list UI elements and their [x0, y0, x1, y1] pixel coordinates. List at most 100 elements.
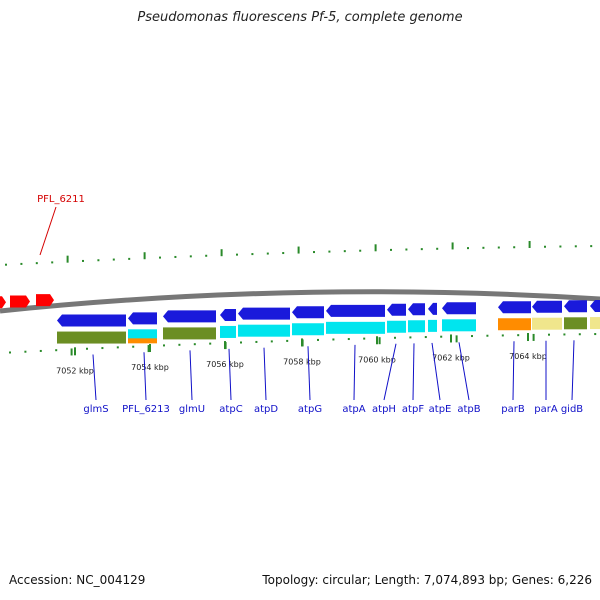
- outer-tick-mark: [343, 250, 346, 253]
- major-tick-mark: [376, 336, 378, 345]
- backbone-group: [0, 289, 600, 314]
- tick-label: 7064 kbp: [509, 352, 547, 361]
- gene-label-PFL_6213: PFL_6213: [122, 404, 170, 415]
- inner-tick-mark: [578, 333, 581, 336]
- outer-tick-mark: [574, 245, 577, 248]
- gene-leader-line: [431, 342, 441, 401]
- inner-tick-mark: [163, 344, 165, 347]
- inner-tick-mark: [270, 340, 273, 343]
- inner-tick-mark: [255, 340, 258, 343]
- reverse-gene-arrow: [326, 304, 385, 317]
- inner-tick-mark: [409, 336, 412, 339]
- outer-tick-mark: [159, 256, 161, 259]
- inner-tick-mark: [240, 341, 242, 344]
- reverse-gene-arrow: [590, 300, 600, 313]
- reverse-gene-arrow: [163, 310, 216, 323]
- major-tick-mark: [450, 334, 452, 343]
- inner-tick-mark: [378, 337, 381, 345]
- reverse-gene-arrow: [498, 301, 531, 314]
- outer-tick-mark: [266, 252, 269, 255]
- tick-label: 7054 kbp: [131, 363, 169, 372]
- outer-tick-mark: [374, 244, 377, 252]
- reverse-gene-arrow: [57, 314, 126, 327]
- inner-tick-mark: [209, 342, 212, 345]
- outer-tick-mark: [544, 245, 546, 248]
- gene-label-atpH: atpH: [372, 404, 396, 415]
- outer-tick-mark: [590, 245, 593, 248]
- gene-label-parA: parA: [534, 404, 558, 415]
- inner-tick-mark: [486, 334, 489, 337]
- cog-block: [163, 327, 216, 340]
- cog-block: [408, 320, 425, 333]
- major-tick-mark: [74, 347, 76, 356]
- outer-tick-mark: [482, 246, 485, 249]
- gene-leader-line: [353, 344, 356, 401]
- gene-leader-line: [228, 348, 232, 401]
- inner-tick-mark: [101, 347, 104, 350]
- reverse-gene-arrow: [128, 312, 157, 325]
- genome-map[interactable]: 7052 kbp 7054 kbp 7056 kbp 7058 kbp 7060 kbp…: [0, 0, 600, 560]
- gene-label-PFL_6211: PFL_6211: [37, 194, 85, 205]
- outer-tick-mark: [112, 258, 115, 261]
- gene-leader-line: [39, 206, 57, 256]
- inner-tick-mark: [39, 349, 42, 352]
- inner-tick-mark: [563, 333, 566, 336]
- accession-text: Accession: NC_004129: [9, 573, 146, 587]
- forward-gene-arrow: [36, 294, 54, 307]
- inner-tick-mark: [55, 349, 58, 352]
- outer-tick-mark: [559, 245, 562, 248]
- outer-tick-mark: [220, 249, 223, 257]
- outer-tick-mark: [359, 249, 362, 252]
- inner-tick-mark: [363, 337, 366, 340]
- reverse-gene-arrow: [238, 307, 290, 320]
- inner-tick-mark: [178, 343, 181, 346]
- gene-label-glmU: glmU: [179, 404, 205, 415]
- outer-tick-mark: [313, 251, 315, 254]
- gene-label-atpE: atpE: [429, 404, 452, 415]
- forward-gene-arrow: [0, 296, 6, 309]
- reverse-gene-arrow: [292, 306, 324, 319]
- inner-tick-mark: [501, 334, 504, 337]
- map-title: Pseudomonas fluorescens Pf-5, complete g…: [137, 10, 463, 25]
- reverse-gene-arrow: [387, 303, 406, 316]
- inner-tick-mark: [147, 345, 150, 353]
- outer-tick-mark: [405, 248, 408, 251]
- genome-stats-text: Topology: circular; Length: 7,074,893 bp…: [262, 573, 592, 587]
- reverse-gene-arrow: [408, 303, 425, 316]
- cog-block: [442, 319, 476, 332]
- gene-label-glmS: glmS: [83, 404, 108, 415]
- gene-label-parB: parB: [501, 404, 525, 415]
- cog-block: [292, 323, 324, 336]
- cog-block: [326, 321, 385, 334]
- forward-gene-track: [0, 294, 54, 309]
- inner-tick-mark: [532, 333, 535, 341]
- outer-tick-mark: [236, 253, 238, 256]
- cog-category-track: [57, 317, 600, 344]
- outer-tick-mark: [282, 252, 285, 255]
- major-tick-mark: [301, 338, 303, 347]
- gene-label-atpB: atpB: [457, 404, 480, 415]
- gene-label-atpD: atpD: [254, 404, 278, 415]
- gene-leader-line: [512, 341, 515, 401]
- gene-leader-line: [412, 343, 415, 401]
- cog-block: [128, 338, 157, 344]
- reverse-gene-arrow: [532, 300, 562, 313]
- inner-tick-mark: [116, 346, 119, 349]
- outer-tick-mark: [205, 254, 208, 257]
- gene-leader-line: [143, 352, 147, 401]
- cog-block: [238, 324, 290, 337]
- cog-block: [57, 331, 126, 344]
- cog-block: [498, 318, 531, 331]
- outer-tick-mark: [328, 250, 331, 253]
- outer-tick-mark: [35, 262, 38, 265]
- inner-tick-mark: [24, 350, 27, 353]
- gene-leader-line: [189, 350, 193, 401]
- gene-label-atpC: atpC: [219, 404, 242, 415]
- gene-label-group: glmS PFL_6213 glmU atpC atpD atpG atpA atpH atpF…: [37, 194, 583, 415]
- inner-tick-mark: [70, 348, 73, 356]
- tick-label: 7056 kbp: [206, 360, 244, 369]
- outer-tick-mark: [143, 252, 146, 260]
- inner-tick-mark: [424, 336, 427, 339]
- inner-tick-mark: [193, 343, 196, 346]
- gene-leader-line: [263, 347, 267, 401]
